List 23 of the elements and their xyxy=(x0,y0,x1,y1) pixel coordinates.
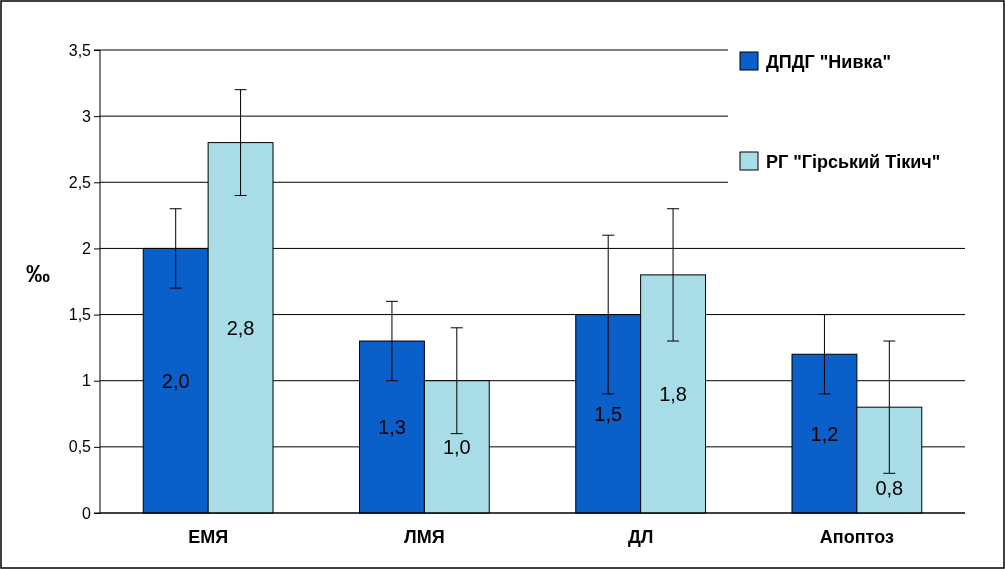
data-label: 1,3 xyxy=(378,416,406,439)
legend-label: ДПДГ "Нивка" xyxy=(766,52,892,72)
y-tick-label: 2 xyxy=(82,240,92,258)
data-label: 0,8 xyxy=(875,477,904,500)
y-tick-label: 3,5 xyxy=(68,41,92,59)
x-tick-label: ЕМЯ xyxy=(188,527,229,547)
data-label: 2,8 xyxy=(226,316,255,339)
y-tick-label: 2,5 xyxy=(68,173,92,191)
legend-label: РГ "Гірський Тікич" xyxy=(766,152,941,172)
y-tick-label: 3 xyxy=(82,107,92,125)
x-tick-label: ЛМЯ xyxy=(404,527,445,547)
y-tick-label: 1,5 xyxy=(68,306,92,324)
data-label: 1,2 xyxy=(810,422,839,445)
data-label: 2,0 xyxy=(161,369,190,392)
y-tick-label: 1 xyxy=(82,372,92,390)
y-tick-label: 0 xyxy=(82,504,92,522)
x-tick-label: ДЛ xyxy=(627,527,654,547)
y-axis-title: ‰ xyxy=(26,259,50,287)
data-label: 1,8 xyxy=(659,382,687,405)
x-tick-label: Апоптоз xyxy=(819,527,894,547)
data-label: 1,5 xyxy=(594,402,623,425)
y-tick-label: 0,5 xyxy=(68,438,92,456)
data-label: 1,0 xyxy=(442,435,471,458)
